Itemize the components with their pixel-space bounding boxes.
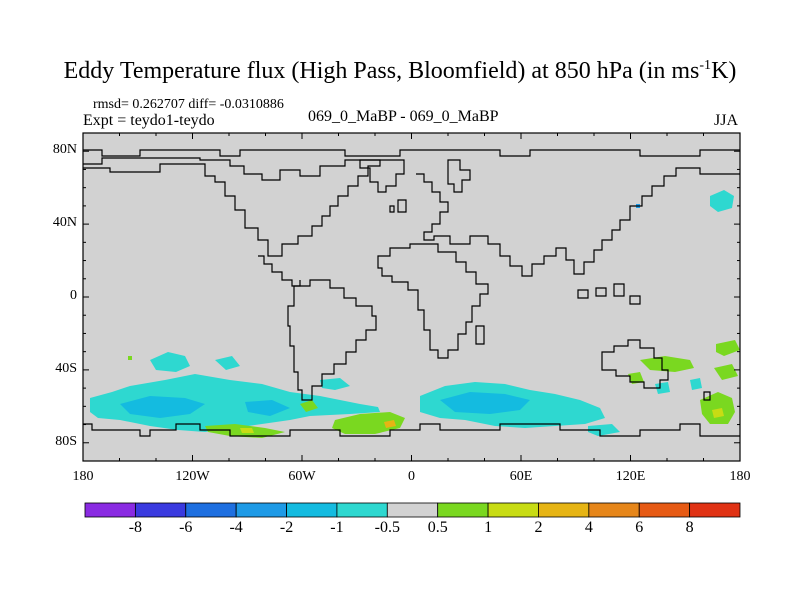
coastline-scandinavia bbox=[447, 159, 471, 193]
south-pacific-core bbox=[120, 396, 205, 418]
anomaly-shading bbox=[90, 190, 740, 438]
lat-tick-label: 40N bbox=[52, 215, 77, 231]
coastline-south-america bbox=[287, 279, 377, 401]
lon-tick-label: 0 bbox=[408, 469, 415, 484]
coastline-greenland bbox=[359, 159, 405, 193]
lat-tick-label: 80N bbox=[52, 142, 77, 158]
stats-line: rmsd= 0.262707 diff= -0.0310886 bbox=[93, 97, 284, 112]
coastline-madagascar bbox=[475, 325, 485, 345]
coastlines bbox=[83, 149, 740, 437]
colorbar-swatch bbox=[386, 502, 439, 518]
colorbar-level-label: -0.5 bbox=[374, 519, 400, 536]
colorbar-level-label: -2 bbox=[279, 519, 294, 536]
south-atlantic-positive bbox=[332, 412, 405, 434]
south-pacific-core-2 bbox=[245, 400, 290, 416]
patagonia-positive bbox=[300, 400, 318, 412]
colorbar-swatch bbox=[185, 502, 237, 518]
coastline-arctic bbox=[83, 149, 740, 157]
lat-tick-label: 40S bbox=[55, 360, 77, 376]
coastline-north-america bbox=[83, 157, 381, 257]
title-superscript: -1 bbox=[699, 58, 712, 73]
colorbar-swatch bbox=[336, 502, 388, 518]
colorbar-level-label: -1 bbox=[330, 519, 344, 536]
tasman-positive bbox=[640, 356, 694, 372]
lon-tick-label: 180 bbox=[729, 469, 751, 484]
colorbar-swatch bbox=[588, 502, 640, 518]
coastline-antarctica bbox=[83, 423, 740, 437]
colorbar-level-label: 8 bbox=[685, 519, 694, 536]
southern-ocean-africa-core bbox=[440, 392, 530, 414]
title-main: Eddy Temperature flux (High Pass, Bloomf… bbox=[63, 58, 700, 84]
colorbar-swatch bbox=[638, 502, 691, 518]
lat-tick-label: 80S bbox=[55, 433, 77, 449]
colorbar-level-label: 2 bbox=[534, 519, 543, 536]
lon-tick-label: 120E bbox=[615, 469, 646, 484]
lat-tick-label: 0 bbox=[70, 288, 77, 303]
colorbar-level-label: -4 bbox=[229, 519, 243, 536]
coastline-new-zealand bbox=[703, 391, 711, 401]
south-pacific-north-lobe-2 bbox=[215, 356, 240, 370]
south-atlantic-small-positive bbox=[384, 420, 396, 428]
title-end: K) bbox=[711, 58, 737, 84]
east-of-nz-positive bbox=[714, 364, 738, 380]
south-pacific-north-lobe bbox=[150, 352, 190, 372]
colorbar-level-label: 4 bbox=[584, 519, 593, 536]
colorbar-level-label: -8 bbox=[128, 519, 143, 536]
north-pacific-negative bbox=[710, 190, 734, 212]
run-label: 069_0_MaBP - 069_0_MaBP bbox=[308, 108, 499, 125]
colorbar-swatch bbox=[437, 502, 489, 518]
coastline-australia bbox=[601, 339, 669, 389]
lon-tick-label: 60E bbox=[509, 469, 533, 484]
colorbar-swatch bbox=[84, 502, 136, 518]
lon-tick-label: 180 bbox=[72, 469, 94, 484]
colorbar-level-label: 1 bbox=[484, 519, 493, 536]
south-pacific-blob-3 bbox=[320, 378, 350, 390]
tropical-pacific-small-positive bbox=[128, 356, 132, 360]
southwest-pacific-positive bbox=[716, 340, 740, 356]
colorbar-level-label: 0.5 bbox=[427, 519, 448, 536]
south-pacific-positive-small bbox=[240, 428, 254, 433]
colorbar-swatch bbox=[286, 502, 338, 518]
coastline-british-isles bbox=[389, 199, 407, 213]
experiment-label: Expt = teydo1-teydo bbox=[83, 112, 215, 129]
colorbar-swatch bbox=[235, 502, 287, 518]
southern-ocean-nz-negative bbox=[690, 378, 702, 390]
chart-title: Eddy Temperature flux (High Pass, Bloomf… bbox=[0, 58, 800, 85]
lon-tick-label: 60W bbox=[288, 469, 316, 484]
south-indian-tail bbox=[588, 424, 620, 436]
colorbar-swatch bbox=[134, 502, 187, 518]
colorbar bbox=[84, 502, 741, 518]
axis-ticks bbox=[82, 133, 741, 461]
colorbar-level-label: -6 bbox=[179, 519, 193, 536]
colorbar-swatch bbox=[689, 502, 741, 518]
colorbar-swatch bbox=[487, 502, 539, 518]
coastline-africa bbox=[377, 243, 489, 359]
coastline-maritime-continent bbox=[577, 283, 641, 305]
southern-ocean-australia-negative bbox=[655, 382, 670, 394]
new-zealand-small-positive bbox=[712, 408, 724, 418]
colorbar-level-label: 6 bbox=[635, 519, 644, 536]
australia-positive-small bbox=[628, 372, 644, 384]
season-label: JJA bbox=[714, 112, 739, 129]
lon-tick-label: 120W bbox=[175, 469, 210, 484]
coastline-eurasia bbox=[416, 167, 740, 277]
colorbar-swatch bbox=[538, 502, 590, 518]
